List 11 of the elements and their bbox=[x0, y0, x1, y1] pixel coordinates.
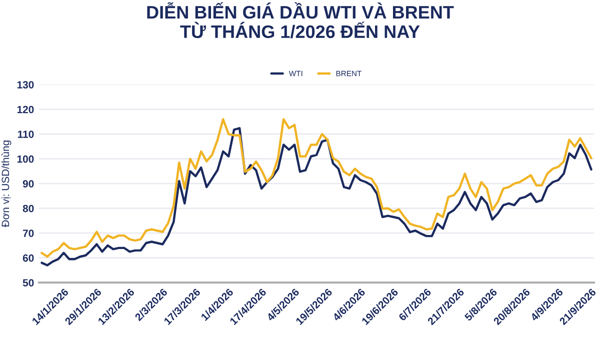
y-tick-label: 60 bbox=[22, 254, 34, 262]
y-tick-label: 100 bbox=[17, 155, 34, 163]
y-tick-label: 50 bbox=[22, 279, 34, 286]
y-tick-label: 120 bbox=[17, 106, 34, 114]
chart-title: DIỄN BIẾN GIÁ DẦU WTI VÀ BRENT TỪ THÁNG 1/2026 ĐẾN NAY bbox=[147, 2, 454, 38]
y-tick-label: 130 bbox=[17, 81, 34, 88]
y-tick-label: 90 bbox=[22, 180, 34, 188]
y-tick-label: 80 bbox=[22, 204, 34, 212]
y-tick-label: 70 bbox=[23, 230, 34, 237]
y-axis-title: Đơn vị: USD/thùng bbox=[1, 140, 12, 228]
y-tick-label: 110 bbox=[18, 130, 34, 138]
